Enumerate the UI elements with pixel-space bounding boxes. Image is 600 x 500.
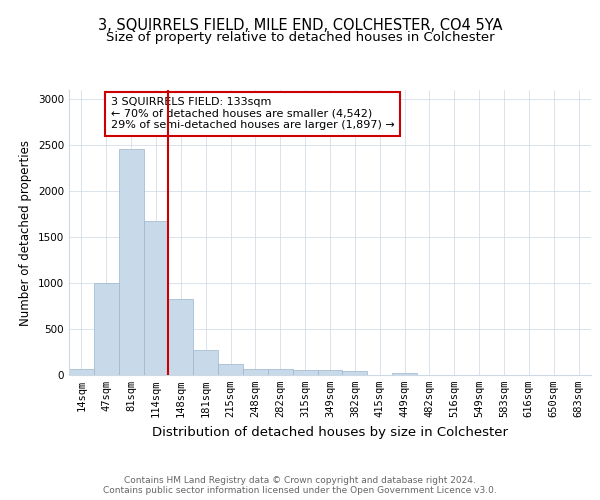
Text: 3 SQUIRRELS FIELD: 133sqm
← 70% of detached houses are smaller (4,542)
29% of se: 3 SQUIRRELS FIELD: 133sqm ← 70% of detac… (111, 97, 395, 130)
Bar (119, 149, 143, 375)
Bar (293, 370, 317, 375)
Text: Contains HM Land Registry data © Crown copyright and database right 2024.
Contai: Contains HM Land Registry data © Crown c… (103, 476, 497, 495)
Bar (94, 283, 119, 375)
Bar (317, 370, 343, 375)
Bar (343, 372, 367, 375)
Y-axis label: Number of detached properties: Number of detached properties (19, 140, 32, 326)
X-axis label: Distribution of detached houses by size in Colchester: Distribution of detached houses by size … (152, 426, 508, 438)
Bar (218, 364, 243, 375)
Bar (268, 370, 293, 375)
Bar (193, 350, 218, 375)
Bar (392, 372, 417, 375)
Bar (69, 370, 94, 375)
Bar (243, 370, 268, 375)
Bar (169, 298, 193, 375)
Text: 3, SQUIRRELS FIELD, MILE END, COLCHESTER, CO4 5YA: 3, SQUIRRELS FIELD, MILE END, COLCHESTER… (98, 18, 502, 32)
Text: Size of property relative to detached houses in Colchester: Size of property relative to detached ho… (106, 32, 494, 44)
Bar (143, 222, 169, 375)
